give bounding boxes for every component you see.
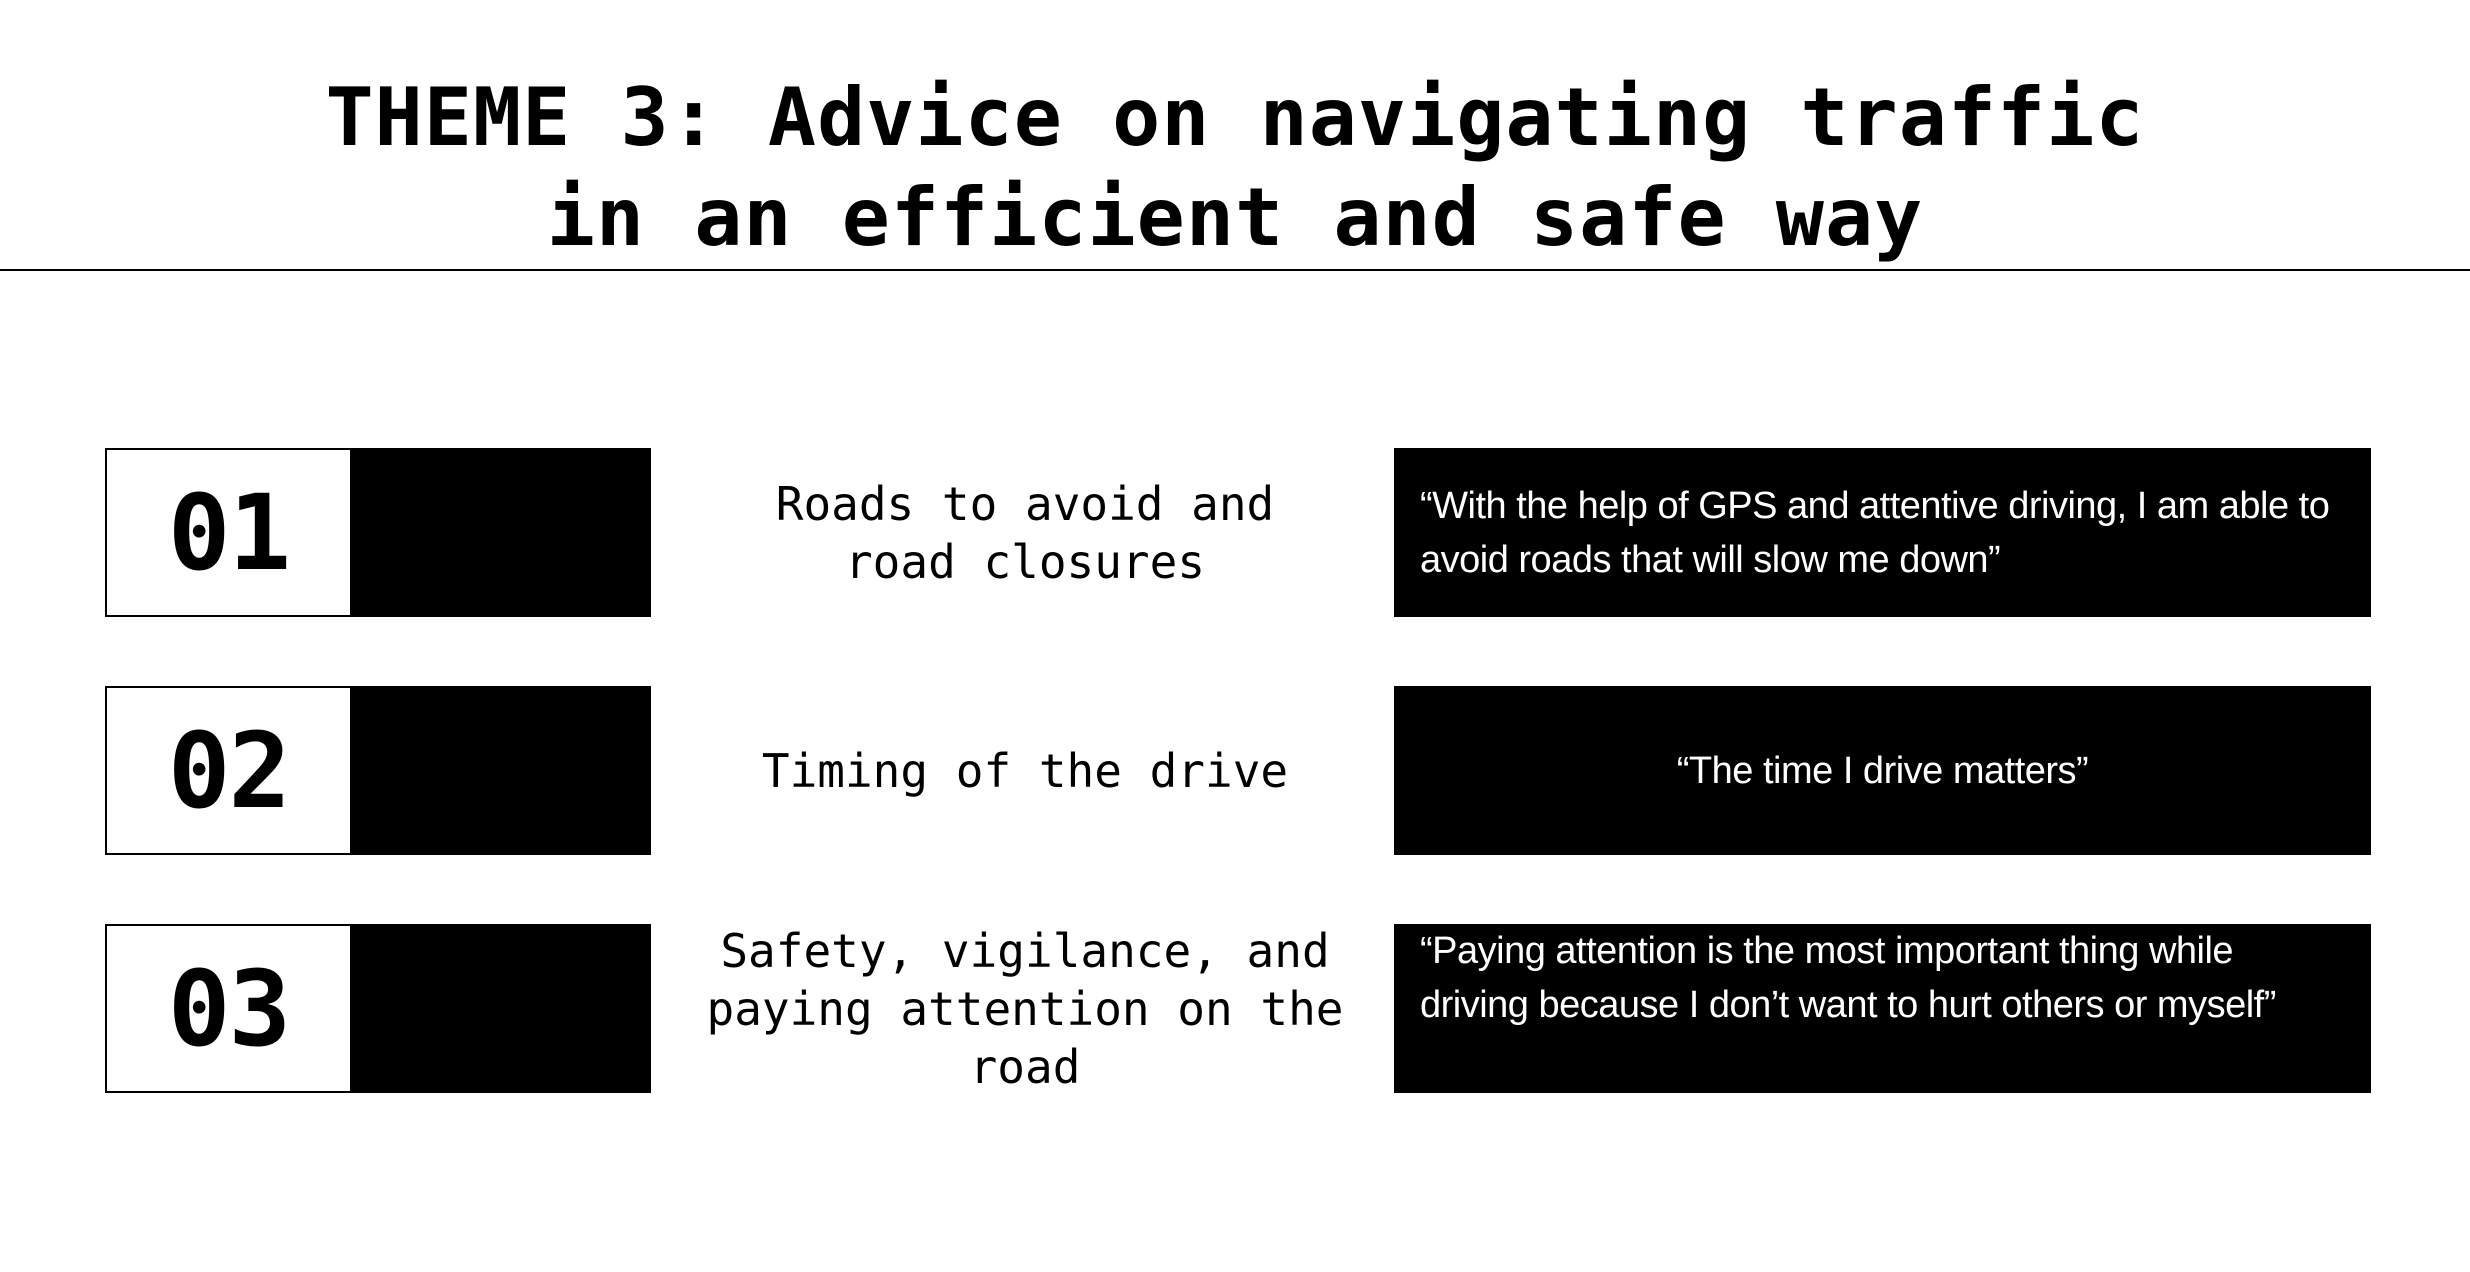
theme-row-2: 02 Timing of the drive “The time I drive…	[0, 686, 2470, 855]
row-number: 03	[107, 926, 350, 1091]
page-title: THEME 3: Advice on navigating traffic in…	[0, 68, 2470, 268]
number-block: 02	[105, 686, 651, 855]
topic-label: Timing of the drive	[680, 686, 1370, 855]
topic-text: Timing of the drive	[761, 743, 1289, 798]
theme-row-1: 01 Roads to avoid and road closures “Wit…	[0, 448, 2470, 617]
title-divider	[0, 269, 2470, 271]
quote-text: “Paying attention is the most important …	[1420, 930, 2276, 1026]
theme-row-3: 03 Safety, vigilance, and paying attenti…	[0, 923, 2470, 1094]
quote-text: “With the help of GPS and attentive driv…	[1420, 484, 2330, 581]
quote-box: “Paying attention is the most important …	[1394, 924, 2371, 1093]
row-number: 01	[107, 450, 350, 615]
quote-text: “The time I drive matters”	[1676, 749, 2089, 792]
number-block: 03	[105, 924, 651, 1093]
quote-box: “With the help of GPS and attentive driv…	[1394, 448, 2371, 617]
title-line-1: THEME 3: Advice on navigating traffic	[325, 71, 2145, 164]
title-line-2: in an efficient and safe way	[546, 171, 1924, 264]
number-block: 01	[105, 448, 651, 617]
topic-text: Roads to avoid and road closures	[775, 476, 1275, 589]
quote-box: “The time I drive matters”	[1394, 686, 2371, 855]
topic-text: Safety, vigilance, and paying attention …	[706, 923, 1344, 1094]
row-number: 02	[107, 688, 350, 853]
topic-label: Roads to avoid and road closures	[680, 448, 1370, 617]
topic-label: Safety, vigilance, and paying attention …	[680, 923, 1370, 1094]
